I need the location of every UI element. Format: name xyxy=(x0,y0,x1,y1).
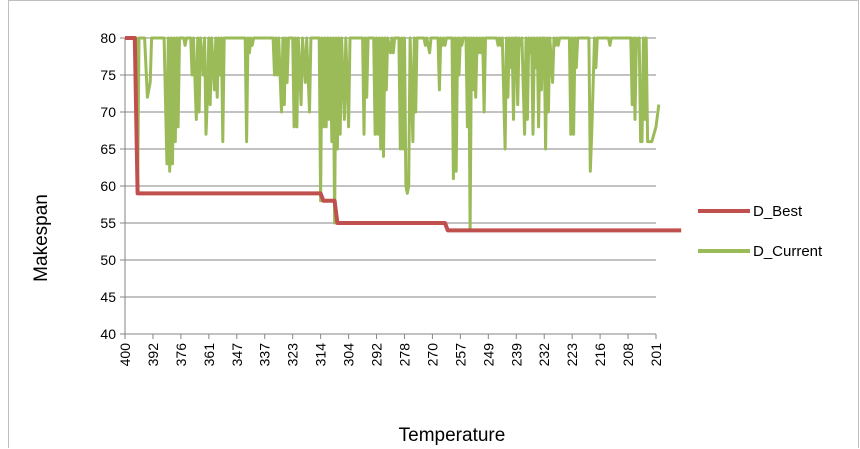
y-tick-label: 40 xyxy=(100,326,116,342)
x-tick-label: 361 xyxy=(201,343,217,367)
x-tick-label: 376 xyxy=(173,343,189,367)
x-tick-label: 257 xyxy=(452,343,468,367)
x-tick-label: 278 xyxy=(396,343,412,367)
axes xyxy=(120,37,657,339)
x-tick-label: 270 xyxy=(424,343,440,367)
y-tick-label: 70 xyxy=(100,104,116,120)
x-tick-label: 304 xyxy=(341,343,357,367)
x-tick-label: 400 xyxy=(117,343,133,367)
x-tick-label: 249 xyxy=(480,343,496,367)
x-tick-label: 239 xyxy=(508,343,524,367)
x-tick-label: 314 xyxy=(313,343,329,367)
x-tick-label: 208 xyxy=(620,343,636,367)
x-tick-label: 392 xyxy=(145,343,161,367)
y-axis-title: Makespan xyxy=(31,194,52,282)
x-axis-title: Temperature xyxy=(399,425,506,446)
x-tick-label: 232 xyxy=(536,343,552,367)
x-tick-label: 216 xyxy=(592,343,608,367)
x-tick-label: 323 xyxy=(285,343,301,367)
y-tick-label: 60 xyxy=(100,178,116,194)
y-tick-label: 50 xyxy=(100,252,116,268)
x-tick-labels: 400 392 376 361 347 337 323 314 304 292 278 270 257 2… xyxy=(117,343,664,367)
y-tick-label: 55 xyxy=(100,215,116,231)
legend: D_Best D_Current xyxy=(698,203,823,260)
legend-label-d-best: D_Best xyxy=(753,203,803,220)
series-lines xyxy=(125,36,682,233)
x-tick-label: 337 xyxy=(257,343,273,367)
x-tick-label: 347 xyxy=(229,343,245,367)
y-tick-labels: 40 45 50 55 60 65 70 75 80 xyxy=(100,30,116,342)
x-tick-label: 292 xyxy=(369,343,385,367)
y-tick-label: 65 xyxy=(100,141,116,157)
y-tick-label: 75 xyxy=(100,67,116,83)
series-line-d-current xyxy=(125,36,661,232)
y-tick-label: 45 xyxy=(100,289,116,305)
legend-label-d-current: D_Current xyxy=(753,243,823,260)
series-line-d-best xyxy=(125,36,682,233)
x-tick-label: 201 xyxy=(648,343,664,367)
chart-frame xyxy=(8,0,859,448)
y-tick-label: 80 xyxy=(100,30,116,46)
x-tick-label: 223 xyxy=(564,343,580,367)
